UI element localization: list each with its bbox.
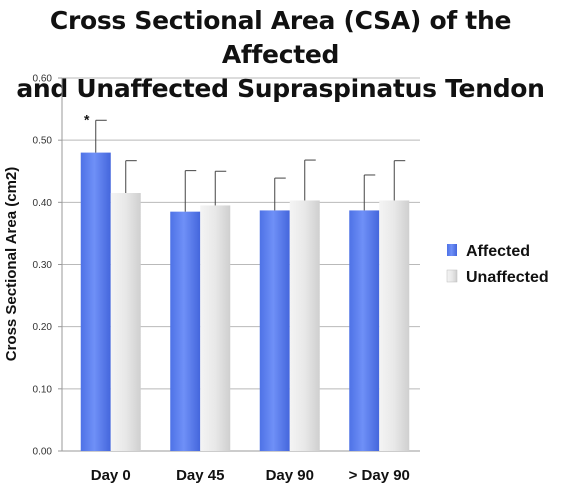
chart-title: Cross Sectional Area (CSA) of the Affect…	[0, 4, 561, 106]
x-category-label: Day 45	[176, 467, 224, 484]
y-tick-label: 0.20	[33, 322, 53, 333]
y-tick-label: 0.00	[33, 447, 53, 458]
bars	[80, 152, 410, 451]
y-tick-label: 0.30	[33, 260, 53, 271]
y-tick-label: 0.50	[33, 136, 53, 147]
legend-swatch-affected	[447, 244, 457, 256]
y-axis-ticks: 0.00 0.10 0.20 0.30 0.40 0.50 0.60	[33, 74, 53, 458]
legend-label-affected: Affected	[466, 243, 530, 260]
legend: Affected Unaffected	[446, 243, 549, 286]
bar-unaffected	[289, 200, 320, 451]
bar-unaffected	[110, 193, 141, 451]
legend-swatch-unaffected	[446, 269, 458, 283]
y-axis-label: Cross Sectional Area (cm2)	[3, 167, 20, 362]
x-axis-categories: Day 0 Day 45 Day 90 > Day 90	[91, 467, 410, 484]
x-category-label: > Day 90	[349, 467, 410, 484]
error-bars	[95, 119, 406, 212]
x-category-label: Day 90	[266, 467, 314, 484]
y-tick-label: 0.60	[33, 74, 53, 85]
chart-title-line-1: Cross Sectional Area (CSA) of the Affect…	[49, 6, 512, 69]
bar-affected	[80, 152, 111, 451]
bar-unaffected	[379, 200, 410, 451]
y-tick-label: 0.40	[33, 198, 53, 209]
significance-marker: *	[84, 111, 90, 127]
x-category-label: Day 0	[91, 467, 131, 484]
y-tick-label: 0.10	[33, 384, 53, 395]
chart-title-line-2: and Unaffected Supraspinatus Tendon	[16, 74, 545, 103]
bar-affected	[349, 210, 380, 451]
bar-affected	[259, 210, 290, 451]
bar-affected	[170, 211, 201, 451]
annotations: *	[84, 111, 90, 127]
legend-label-unaffected: Unaffected	[466, 269, 549, 286]
bar-unaffected	[200, 205, 231, 451]
